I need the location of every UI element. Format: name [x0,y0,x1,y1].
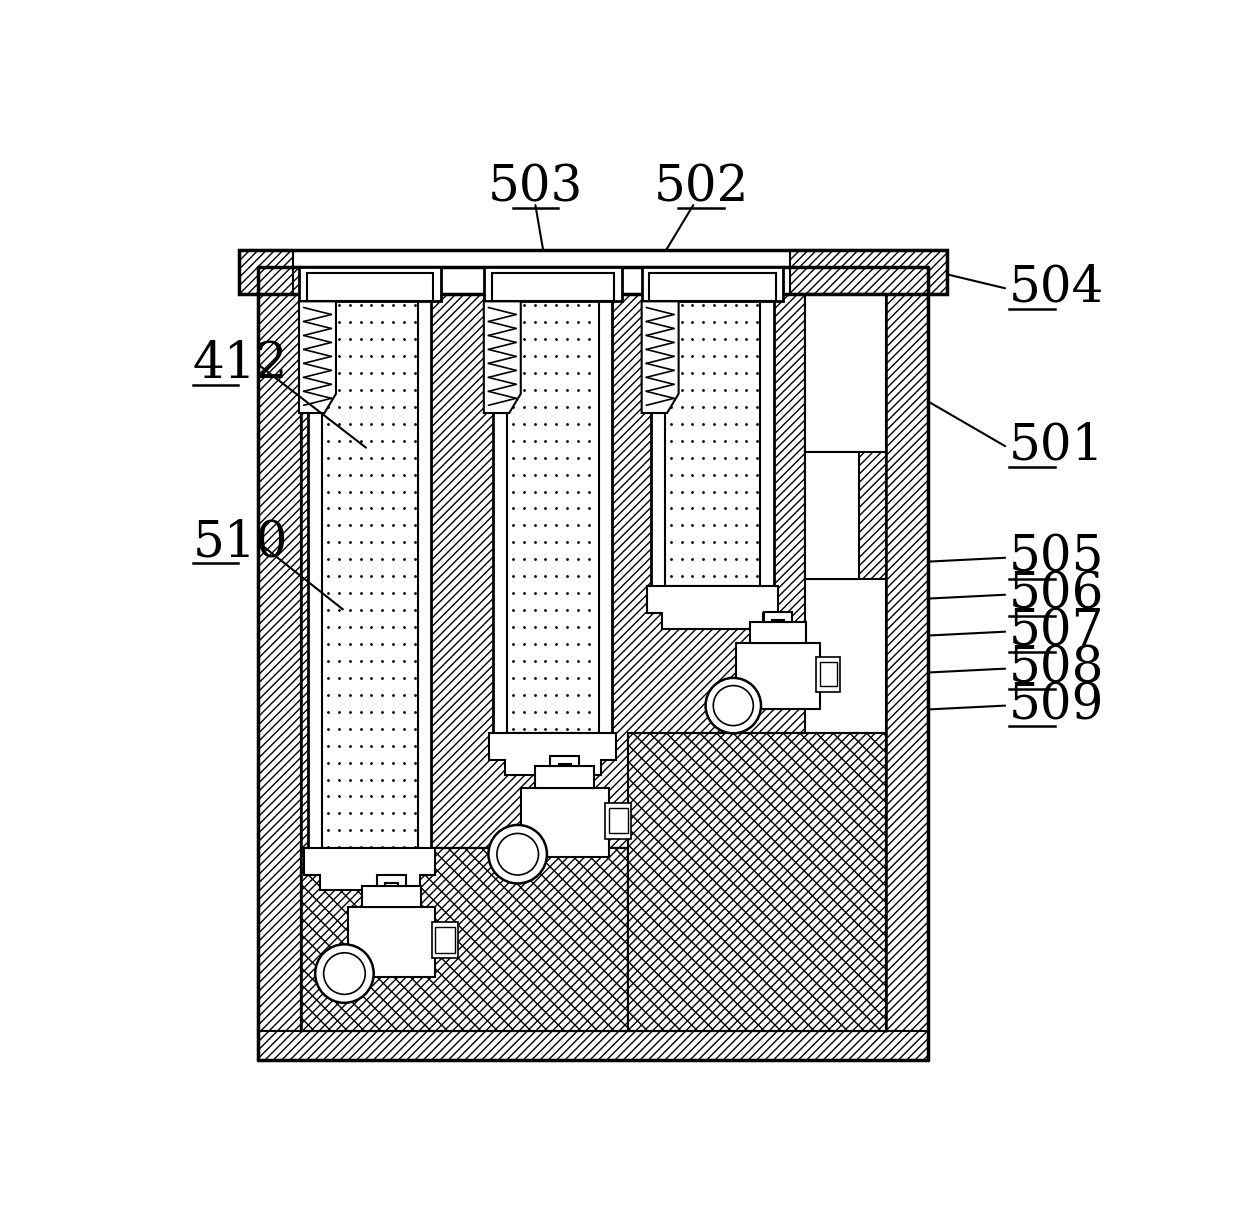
Bar [306,273,433,301]
Circle shape [315,944,373,1003]
Bar [491,273,614,301]
Polygon shape [239,249,293,293]
Polygon shape [258,266,300,1030]
Bar [609,808,627,834]
Bar [750,623,806,643]
Text: 509: 509 [1009,680,1105,731]
Bar [362,885,420,907]
Text: 503: 503 [487,162,583,212]
Polygon shape [647,586,777,629]
Circle shape [706,678,761,733]
Circle shape [324,953,366,995]
Text: 510: 510 [192,518,288,567]
Bar [737,643,820,709]
Polygon shape [764,613,792,623]
Polygon shape [484,301,521,413]
Text: 501: 501 [1009,421,1105,470]
Circle shape [713,685,754,726]
Bar [347,907,435,976]
Bar [484,266,621,301]
Text: 502: 502 [653,162,749,212]
Bar [507,293,599,733]
Polygon shape [300,849,627,1030]
Polygon shape [300,293,805,849]
Bar [605,803,631,839]
Circle shape [489,825,547,883]
Polygon shape [304,849,435,890]
Polygon shape [490,733,616,775]
Bar [309,293,432,849]
Bar [322,293,418,849]
Text: 505: 505 [1009,533,1105,582]
Bar [650,273,776,301]
Polygon shape [551,755,579,766]
Polygon shape [258,1030,928,1060]
Polygon shape [641,301,678,413]
Bar [536,766,594,788]
Bar [435,927,455,953]
Polygon shape [627,733,885,1030]
Bar [805,293,885,452]
Text: 507: 507 [1009,607,1105,657]
Text: 506: 506 [1009,570,1105,619]
Polygon shape [805,293,885,578]
Bar [299,266,440,301]
Polygon shape [885,266,928,1030]
Circle shape [497,834,538,876]
Bar [665,293,760,586]
Bar [641,266,784,301]
Bar [239,249,947,293]
Polygon shape [377,876,405,885]
Bar [494,293,613,733]
Bar [651,293,774,586]
Text: 504: 504 [1009,264,1105,313]
Text: 412: 412 [192,340,288,389]
Bar [820,662,837,686]
Bar [816,657,841,691]
Bar [433,922,458,958]
Text: 508: 508 [1009,643,1105,694]
Bar [521,788,609,857]
Polygon shape [299,301,336,413]
Bar [805,452,859,578]
Polygon shape [790,249,947,293]
